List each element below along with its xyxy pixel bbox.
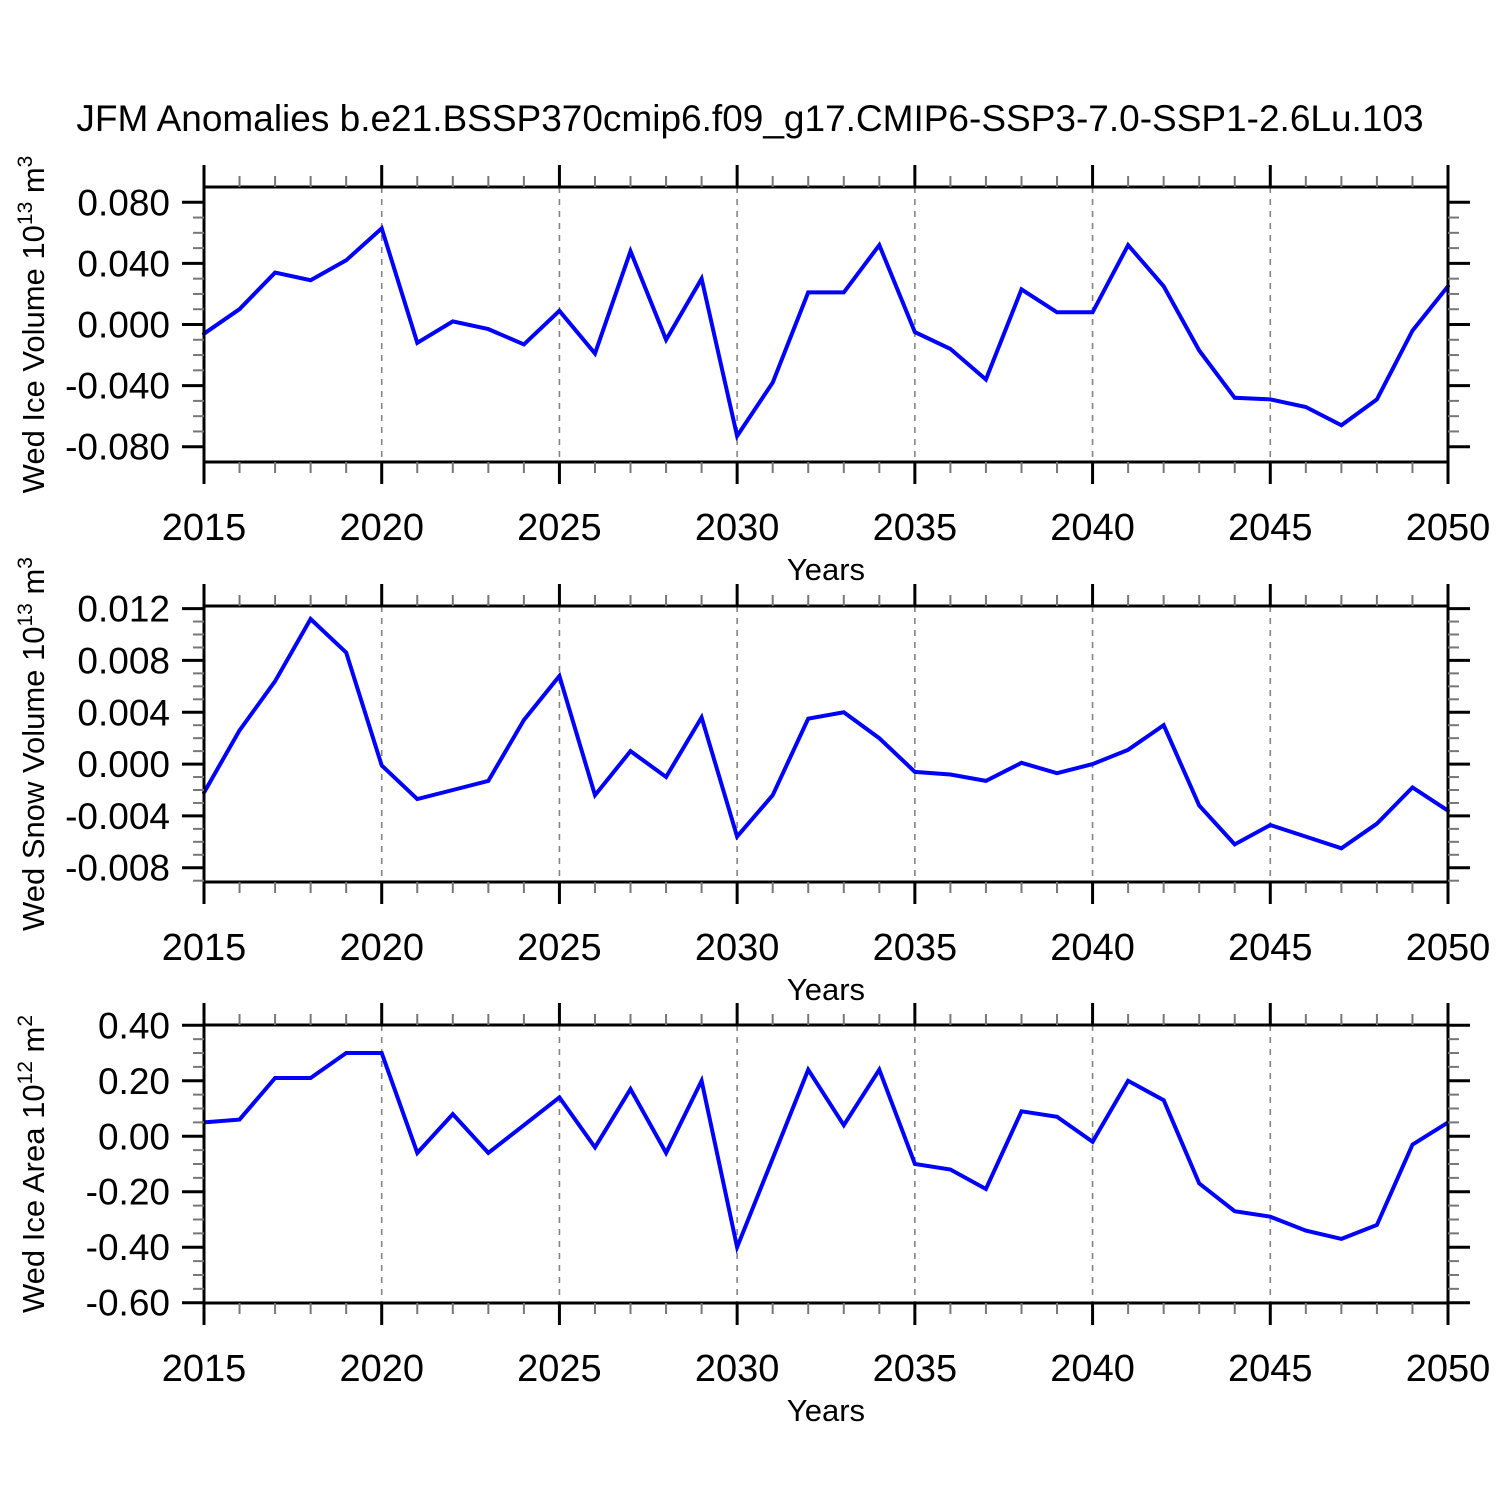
series-line-wed-ice-volume (202, 224, 1450, 441)
y-tick-label: 0.00 (98, 1116, 170, 1157)
panel-wed-snow-volume: 0.012 0.008 0.004 0.000 -0.004 -0.008 2015 2020… (14, 557, 1490, 1007)
y-axis-title: Wed Snow Volume 1013 m3 (14, 557, 51, 931)
y-tick-label: 0.004 (77, 692, 170, 733)
x-tick-label: 2050 (1406, 507, 1491, 549)
chart-title: JFM Anomalies b.e21.BSSP370cmip6.f09_g17… (76, 98, 1424, 139)
x-tick-label: 2030 (695, 927, 780, 969)
y-axis-title: Wed Ice Volume 1013 m3 (14, 156, 51, 494)
x-tick-label: 2015 (162, 507, 247, 549)
y-tick-label: 0.000 (77, 305, 170, 346)
x-tick-label: 2045 (1228, 1348, 1313, 1390)
x-tick-label: 2045 (1228, 507, 1313, 549)
x-tick-label: 2050 (1406, 1348, 1491, 1390)
axis-frame-wed-ice-volume (202, 185, 1450, 464)
x-tick-label: 2020 (339, 507, 424, 549)
series-line-wed-snow-volume (202, 615, 1450, 851)
axis-frame-wed-ice-area (202, 1023, 1450, 1305)
axis-frame-wed-snow-volume (202, 604, 1450, 884)
y-tick-label: 0.080 (77, 182, 170, 223)
x-tick-label: 2040 (1050, 1348, 1135, 1390)
y-tick-label: -0.20 (86, 1172, 170, 1213)
y-tick-label: -0.040 (65, 366, 170, 407)
x-tick-label: 2035 (873, 507, 958, 549)
x-tick-label: 2030 (695, 507, 780, 549)
x-tick-label: 2020 (339, 1348, 424, 1390)
y-tick-label: 0.008 (77, 640, 170, 681)
x-axis-title: Years (787, 552, 865, 587)
y-tick-label: -0.008 (65, 848, 170, 889)
x-tick-label: 2035 (873, 927, 958, 969)
x-tick-label: 2045 (1228, 927, 1313, 969)
x-tick-label: 2030 (695, 1348, 780, 1390)
y-tick-label: 0.40 (98, 1005, 170, 1046)
y-tick-label: 0.012 (77, 589, 170, 630)
x-tick-label: 2025 (517, 1348, 602, 1390)
x-axis-title: Years (787, 1393, 865, 1428)
x-tick-label: 2050 (1406, 927, 1491, 969)
x-tick-label: 2015 (162, 927, 247, 969)
y-tick-label: 0.040 (77, 243, 170, 284)
x-tick-label: 2040 (1050, 507, 1135, 549)
panel-wed-ice-area: 0.40 0.20 0.00 -0.20 -0.40 -0.60 2015 2020 2025 2… (14, 1003, 1490, 1428)
x-tick-label: 2040 (1050, 927, 1135, 969)
y-tick-label: -0.60 (86, 1283, 170, 1324)
x-tick-label: 2035 (873, 1348, 958, 1390)
x-tick-label: 2015 (162, 1348, 247, 1390)
series-line-wed-ice-area (202, 1051, 1450, 1255)
x-tick-label: 2020 (339, 927, 424, 969)
y-tick-label: 0.000 (77, 744, 170, 785)
y-axis-title: Wed Ice Area 1012 m2 (14, 1015, 51, 1313)
panel-wed-ice-volume: 0.080 0.040 0.000 -0.040 -0.080 2015 2020 2025 2… (14, 156, 1490, 587)
y-tick-label: -0.40 (86, 1227, 170, 1268)
y-tick-label: 0.20 (98, 1061, 170, 1102)
x-axis-title: Years (787, 972, 865, 1007)
y-tick-label: -0.004 (65, 796, 170, 837)
x-tick-label: 2025 (517, 927, 602, 969)
y-tick-label: -0.080 (65, 427, 170, 468)
x-tick-label: 2025 (517, 507, 602, 549)
